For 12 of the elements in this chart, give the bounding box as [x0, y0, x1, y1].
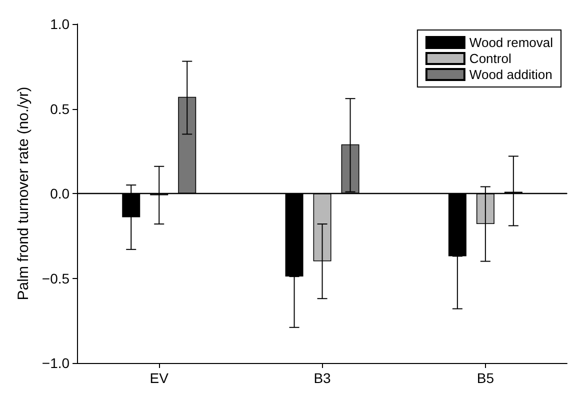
y-tick-label: −0.5	[42, 270, 70, 286]
x-tick-label: B5	[476, 370, 494, 386]
y-tick-label: −1.0	[42, 355, 70, 371]
y-tick-label: 1.0	[50, 16, 70, 32]
legend-label: Wood addition	[469, 67, 552, 82]
x-tick-label: EV	[150, 370, 170, 386]
x-tick-label: B3	[314, 370, 332, 386]
legend-label: Wood removal	[469, 35, 554, 50]
y-tick-label: 0.5	[50, 100, 70, 117]
y-axis-title: Palm frond turnover rate (no./yr)	[15, 86, 32, 300]
legend-label: Control	[469, 51, 512, 66]
y-tick-label: 0.0	[50, 186, 70, 202]
